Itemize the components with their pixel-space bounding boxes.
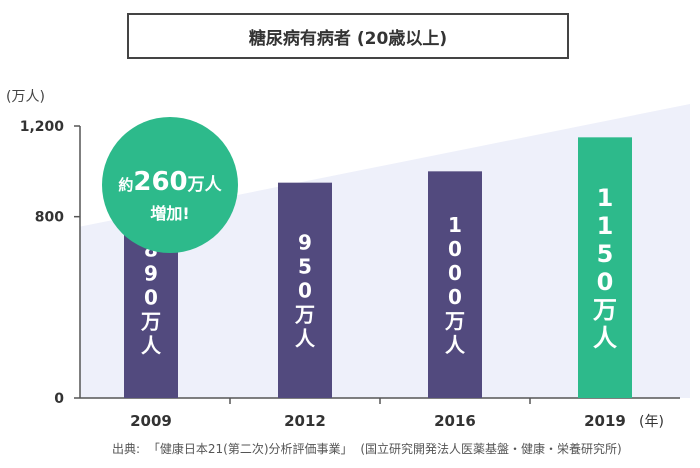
x-category-label: 2009 xyxy=(130,412,172,430)
bar-data-label: 9 5 0 万人 xyxy=(294,231,316,351)
chart-title: 糖尿病有病者 xyxy=(248,28,351,49)
y-tick-label: 800 xyxy=(35,210,64,226)
bar xyxy=(278,182,332,398)
y-axis-unit-label: (万人) xyxy=(6,89,45,105)
callout-line1: 約260万人 xyxy=(118,167,222,197)
bar xyxy=(578,137,632,399)
y-tick-label: 0 xyxy=(54,391,64,407)
x-category-label: 2012 xyxy=(284,412,326,430)
bar-data-label: 1 0 0 0 万人 xyxy=(444,213,466,357)
callout-line2: 増加! xyxy=(150,204,189,223)
source-org: (国立研究開発法人医薬基盤・健康・栄養研究所) xyxy=(360,442,622,456)
source-text: 「健康日本21(第二次)分析評価事業」 xyxy=(147,442,353,456)
callout-circle xyxy=(102,117,238,253)
source-prefix: 出典: xyxy=(112,442,141,456)
chart-title-suffix: (20歳以上) xyxy=(356,28,448,49)
x-category-label: 2016 xyxy=(434,412,476,430)
bar-data-label: 890万人 xyxy=(140,237,162,357)
bar-data-label: 1 1 5 0 万人 xyxy=(593,184,617,352)
x-category-label: 2019 xyxy=(584,412,626,430)
y-tick-label: 1,200 xyxy=(20,119,65,135)
source-note: 出典: 「健康日本21(第二次)分析評価事業」 (国立研究開発法人医薬基盤・健康… xyxy=(112,440,626,457)
bar xyxy=(428,171,482,398)
trend-area xyxy=(80,104,690,398)
chart-title-box: 糖尿病有病者 (20歳以上) xyxy=(127,13,569,59)
x-axis-unit-suffix: (年) xyxy=(639,414,664,430)
